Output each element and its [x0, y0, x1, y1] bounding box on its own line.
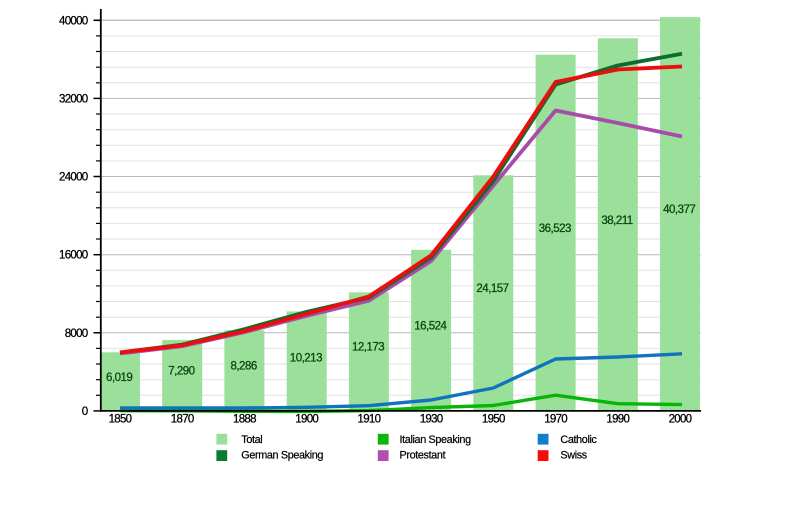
svg-text:36,523: 36,523: [539, 223, 571, 235]
svg-text:0: 0: [82, 406, 88, 418]
svg-text:8000: 8000: [65, 328, 88, 340]
svg-text:7,290: 7,290: [168, 366, 194, 378]
svg-text:1870: 1870: [171, 413, 194, 425]
svg-text:6,019: 6,019: [106, 372, 132, 384]
svg-text:16,524: 16,524: [414, 321, 447, 333]
svg-text:12,173: 12,173: [352, 341, 384, 353]
svg-text:32000: 32000: [59, 93, 88, 105]
svg-text:Catholic: Catholic: [560, 434, 597, 446]
svg-text:1990: 1990: [606, 413, 629, 425]
svg-text:40,377: 40,377: [663, 204, 695, 216]
svg-text:1930: 1930: [420, 413, 443, 425]
svg-text:1950: 1950: [482, 413, 505, 425]
svg-text:2000: 2000: [669, 413, 692, 425]
svg-text:Swiss: Swiss: [560, 450, 587, 462]
svg-text:1888: 1888: [233, 413, 256, 425]
svg-text:Total: Total: [241, 434, 262, 446]
svg-text:16000: 16000: [59, 250, 88, 262]
svg-text:40000: 40000: [59, 15, 88, 27]
svg-text:24,157: 24,157: [476, 283, 508, 295]
svg-text:38,211: 38,211: [601, 215, 632, 227]
svg-text:1900: 1900: [295, 413, 318, 425]
svg-text:Italian Speaking: Italian Speaking: [400, 434, 472, 446]
svg-text:1910: 1910: [358, 413, 381, 425]
svg-text:1970: 1970: [544, 413, 567, 425]
svg-text:10,213: 10,213: [290, 353, 322, 365]
svg-text:24000: 24000: [59, 172, 88, 184]
svg-text:Protestant: Protestant: [400, 450, 446, 462]
svg-text:German Speaking: German Speaking: [241, 450, 323, 462]
svg-text:8,286: 8,286: [230, 361, 256, 373]
svg-text:1850: 1850: [109, 413, 132, 425]
